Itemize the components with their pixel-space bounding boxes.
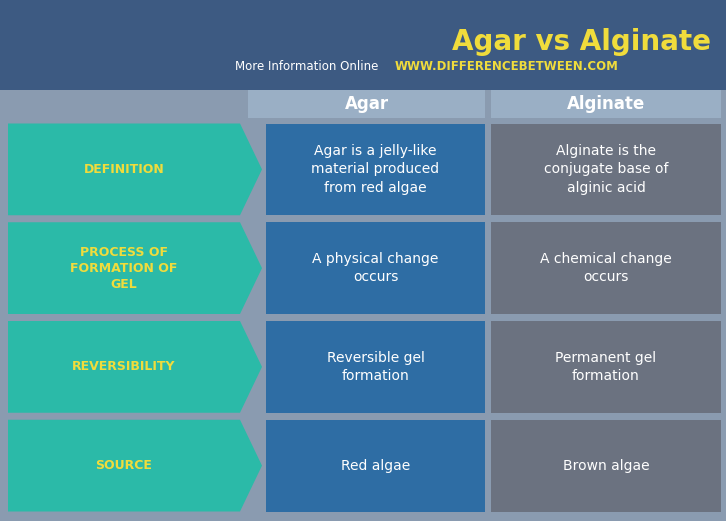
Text: Agar: Agar <box>344 95 388 113</box>
Text: PROCESS OF
FORMATION OF
GEL: PROCESS OF FORMATION OF GEL <box>70 245 178 291</box>
FancyBboxPatch shape <box>0 0 726 90</box>
FancyBboxPatch shape <box>266 123 485 215</box>
Text: Permanent gel
formation: Permanent gel formation <box>555 351 656 383</box>
Polygon shape <box>8 321 262 413</box>
Text: Reversible gel
formation: Reversible gel formation <box>327 351 425 383</box>
Polygon shape <box>8 123 262 215</box>
Text: Brown algae: Brown algae <box>563 458 649 473</box>
Text: WWW.DIFFERENCEBETWEEN.COM: WWW.DIFFERENCEBETWEEN.COM <box>395 60 619 73</box>
Text: A chemical change
occurs: A chemical change occurs <box>540 252 672 284</box>
Text: Agar is a jelly-like
material produced
from red algae: Agar is a jelly-like material produced f… <box>311 144 439 195</box>
Text: Alginate is the
conjugate base of
alginic acid: Alginate is the conjugate base of algini… <box>544 144 668 195</box>
FancyBboxPatch shape <box>266 222 485 314</box>
Text: REVERSIBILITY: REVERSIBILITY <box>73 361 176 374</box>
FancyBboxPatch shape <box>491 123 721 215</box>
FancyBboxPatch shape <box>266 420 485 512</box>
Text: Red algae: Red algae <box>341 458 410 473</box>
Polygon shape <box>8 222 262 314</box>
Text: DEFINITION: DEFINITION <box>83 163 164 176</box>
FancyBboxPatch shape <box>491 420 721 512</box>
FancyBboxPatch shape <box>248 90 485 118</box>
Text: Alginate: Alginate <box>567 95 645 113</box>
Text: SOURCE: SOURCE <box>96 459 152 472</box>
Text: A physical change
occurs: A physical change occurs <box>312 252 439 284</box>
FancyBboxPatch shape <box>491 321 721 413</box>
FancyBboxPatch shape <box>491 222 721 314</box>
Text: Agar vs Alginate: Agar vs Alginate <box>452 28 711 56</box>
Text: More Information Online: More Information Online <box>235 60 390 73</box>
FancyBboxPatch shape <box>491 90 721 118</box>
Polygon shape <box>8 420 262 512</box>
FancyBboxPatch shape <box>266 321 485 413</box>
